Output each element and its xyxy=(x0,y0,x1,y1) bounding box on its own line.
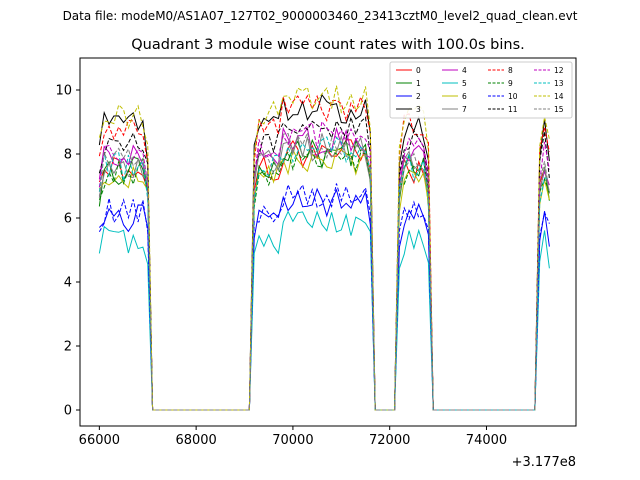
legend-label: 8 xyxy=(508,66,513,75)
y-tick-label: 4 xyxy=(64,276,72,291)
legend-label: 9 xyxy=(508,79,513,88)
legend-label: 5 xyxy=(462,79,467,88)
series-line-9 xyxy=(98,149,550,411)
x-tick-label: 70000 xyxy=(272,433,313,448)
legend-label: 15 xyxy=(554,105,564,114)
x-axis: 66000 68000 70000 72000 74000 xyxy=(79,426,507,448)
x-axis-offset-label: +3.177e8 xyxy=(512,455,576,470)
legend-label: 14 xyxy=(554,92,564,101)
chart-title: Quadrant 3 module wise count rates with … xyxy=(131,37,525,53)
legend-label: 13 xyxy=(554,79,564,88)
y-tick-label: 8 xyxy=(64,148,72,163)
legend-label: 2 xyxy=(416,92,421,101)
series-line-11 xyxy=(98,116,550,411)
series-line-6 xyxy=(98,148,550,411)
chart-suptitle: Data file: modeM0/AS1A07_127T02_90000034… xyxy=(63,9,578,23)
y-tick-label: 6 xyxy=(64,212,72,227)
plot-lines xyxy=(98,85,550,411)
legend-label: 3 xyxy=(416,105,421,114)
x-tick-label: 68000 xyxy=(175,433,216,448)
y-tick-label: 0 xyxy=(64,404,72,419)
legend-label: 12 xyxy=(554,66,564,75)
legend-label: 6 xyxy=(462,92,467,101)
plot-frame xyxy=(79,57,577,427)
legend-label: 4 xyxy=(462,66,467,75)
y-tick-label: 2 xyxy=(64,340,72,355)
legend-label: 1 xyxy=(416,79,421,88)
series-line-2 xyxy=(99,187,550,411)
series-line-10 xyxy=(98,182,550,411)
series-line-1 xyxy=(98,138,550,411)
series-line-15 xyxy=(98,131,550,411)
series-line-0 xyxy=(98,139,550,411)
legend-frame xyxy=(389,61,573,119)
x-tick-label: 74000 xyxy=(466,433,507,448)
series-line-4 xyxy=(98,126,550,411)
x-tick-label: 72000 xyxy=(369,433,410,448)
x-tick-label: 66000 xyxy=(79,433,120,448)
series-line-5 xyxy=(98,210,550,411)
legend-label: 0 xyxy=(416,66,421,75)
legend-label: 10 xyxy=(508,92,518,101)
legend-label: 7 xyxy=(462,105,467,114)
legend-label: 11 xyxy=(508,105,518,114)
y-tick-label: 10 xyxy=(55,84,72,99)
series-line-13 xyxy=(98,136,550,411)
series-line-7 xyxy=(98,133,550,411)
y-axis: 0 2 4 6 8 10 xyxy=(55,84,80,419)
series-line-14 xyxy=(98,85,550,411)
series-line-12 xyxy=(98,120,550,411)
